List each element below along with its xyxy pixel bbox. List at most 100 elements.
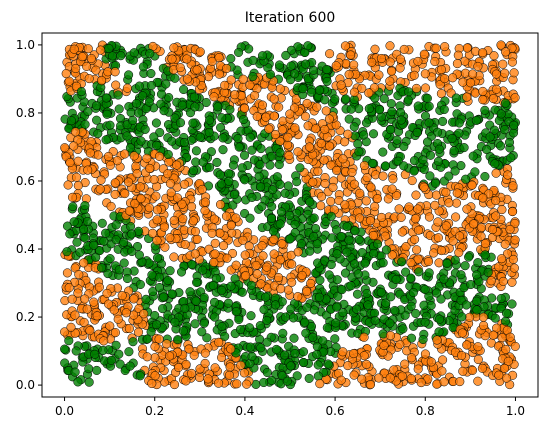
scatter-point: [314, 292, 324, 302]
scatter-point: [380, 161, 391, 171]
scatter-point: [92, 311, 102, 321]
scatter-point: [322, 323, 332, 333]
scatter-point: [441, 187, 451, 197]
scatter-point: [101, 228, 111, 238]
scatter-point: [452, 188, 462, 198]
scatter-point: [149, 132, 159, 142]
scatter-point: [85, 326, 95, 336]
scatter-point: [381, 245, 391, 255]
scatter-point: [231, 307, 241, 317]
scatter-point: [270, 129, 280, 140]
scatter-point: [83, 44, 93, 54]
scatter-point: [430, 178, 441, 188]
scatter-point: [302, 98, 312, 108]
scatter-point: [454, 118, 464, 128]
points-layer: [60, 40, 520, 390]
scatter-point: [284, 151, 294, 161]
scatter-point: [500, 316, 511, 326]
scatter-point: [411, 308, 421, 319]
scatter-point: [332, 275, 342, 285]
scatter-point: [406, 333, 417, 343]
scatter-point: [410, 214, 421, 224]
scatter-point: [342, 247, 352, 257]
scatter-point: [500, 239, 510, 249]
scatter-point: [60, 344, 70, 354]
scatter-point: [121, 308, 131, 318]
scatter-point: [138, 62, 148, 72]
scatter-point: [330, 334, 340, 344]
x-tick-label: 0.8: [416, 404, 435, 418]
scatter-point: [404, 87, 414, 97]
scatter-point: [349, 122, 359, 132]
scatter-point: [285, 210, 295, 220]
scatter-point: [110, 67, 120, 77]
scatter-point: [262, 315, 272, 325]
scatter-point: [69, 141, 79, 151]
scatter-point: [491, 84, 501, 94]
scatter-point: [222, 63, 232, 74]
scatter-point: [448, 73, 458, 83]
scatter-point: [488, 94, 498, 104]
scatter-point: [188, 166, 199, 176]
scatter-point: [280, 350, 290, 360]
scatter-point: [226, 281, 236, 291]
scatter-point: [200, 197, 210, 207]
scatter-point: [305, 197, 315, 207]
scatter-point: [226, 344, 236, 354]
scatter-point: [406, 301, 416, 311]
scatter-point: [365, 379, 376, 390]
scatter-point: [390, 305, 400, 316]
scatter-point: [248, 55, 258, 65]
x-ticks: 0.0 0.2 0.4 0.6 0.8 1.0: [55, 397, 525, 418]
scatter-point: [413, 364, 423, 374]
scatter-point: [385, 331, 396, 341]
scatter-point: [189, 350, 199, 360]
scatter-point: [288, 313, 298, 323]
scatter-point: [440, 42, 450, 52]
scatter-point: [132, 169, 142, 179]
scatter-point: [486, 276, 496, 286]
scatter-point: [451, 93, 461, 103]
scatter-point: [293, 147, 303, 157]
scatter-point: [136, 136, 146, 146]
scatter-point: [416, 378, 426, 388]
scatter-point: [408, 287, 418, 298]
scatter-point: [146, 68, 156, 79]
scatter-point: [472, 296, 482, 306]
scatter-point: [203, 374, 213, 384]
scatter-point: [274, 160, 284, 170]
scatter-point: [314, 85, 325, 95]
scatter-point: [200, 206, 210, 216]
scatter-point: [209, 257, 219, 267]
scatter-point: [208, 280, 218, 291]
scatter-point: [128, 115, 138, 125]
scatter-point: [258, 251, 268, 261]
scatter-point: [309, 213, 319, 223]
scatter-point: [221, 211, 232, 221]
y-tick-label: 0.4: [16, 242, 35, 256]
scatter-point: [82, 61, 92, 71]
scatter-point: [290, 123, 300, 133]
scatter-point: [505, 224, 515, 234]
scatter-point: [79, 317, 89, 327]
scatter-point: [142, 153, 152, 163]
scatter-point: [406, 353, 417, 363]
scatter-point: [280, 312, 291, 322]
scatter-point: [64, 76, 74, 86]
scatter-point: [248, 72, 258, 82]
scatter-point: [471, 115, 481, 126]
scatter-point: [71, 172, 82, 182]
scatter-point: [397, 371, 407, 381]
scatter-point: [156, 89, 167, 99]
scatter-point: [217, 321, 227, 332]
scatter-point: [489, 51, 499, 61]
scatter-point: [467, 365, 478, 375]
scatter-point: [316, 138, 326, 149]
scatter-point: [265, 160, 275, 170]
scatter-point: [71, 346, 81, 356]
scatter-point: [452, 59, 462, 69]
scatter-point: [98, 345, 108, 355]
scatter-point: [304, 142, 314, 152]
scatter-point: [83, 106, 93, 117]
